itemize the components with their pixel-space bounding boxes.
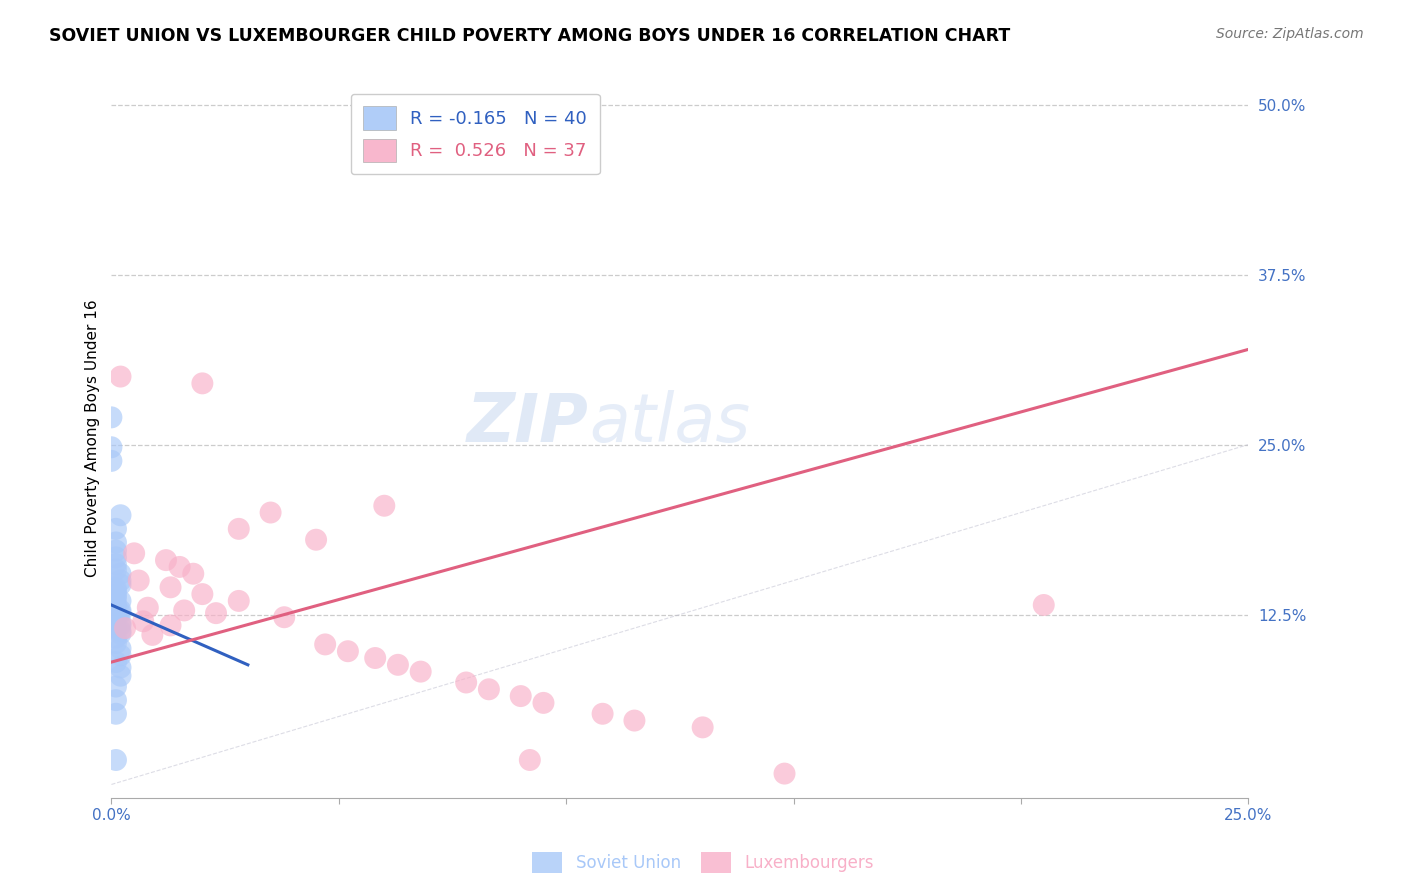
Point — [409, 665, 432, 679]
Text: Source: ZipAtlas.com: Source: ZipAtlas.com — [1216, 27, 1364, 41]
Point — [141, 628, 163, 642]
Point — [478, 682, 501, 697]
Point — [110, 660, 132, 674]
Point — [104, 693, 127, 707]
Point — [104, 535, 127, 549]
Point — [110, 606, 132, 620]
Point — [104, 550, 127, 565]
Point — [114, 621, 136, 635]
Point — [205, 606, 228, 620]
Point — [181, 566, 204, 581]
Point — [110, 641, 132, 656]
Text: SOVIET UNION VS LUXEMBOURGER CHILD POVERTY AMONG BOYS UNDER 16 CORRELATION CHART: SOVIET UNION VS LUXEMBOURGER CHILD POVER… — [49, 27, 1011, 45]
Point — [169, 560, 191, 574]
Point — [110, 669, 132, 683]
Point — [159, 580, 181, 594]
Point — [592, 706, 614, 721]
Point — [100, 410, 122, 425]
Point — [159, 618, 181, 632]
Point — [387, 657, 409, 672]
Point — [364, 651, 387, 665]
Y-axis label: Child Poverty Among Boys Under 16: Child Poverty Among Boys Under 16 — [86, 299, 100, 576]
Point — [519, 753, 541, 767]
Point — [104, 597, 127, 611]
Legend: Soviet Union, Luxembourgers: Soviet Union, Luxembourgers — [526, 846, 880, 880]
Point — [1032, 598, 1054, 612]
Point — [104, 655, 127, 669]
Point — [692, 720, 714, 734]
Point — [110, 369, 132, 384]
Point — [128, 574, 150, 588]
Point — [314, 637, 336, 651]
Point — [336, 644, 359, 658]
Point — [110, 508, 132, 523]
Point — [104, 558, 127, 572]
Text: atlas: atlas — [589, 391, 749, 457]
Legend: R = -0.165   N = 40, R =  0.526   N = 37: R = -0.165 N = 40, R = 0.526 N = 37 — [350, 94, 600, 174]
Point — [122, 546, 145, 560]
Text: ZIP: ZIP — [467, 391, 589, 457]
Point — [110, 577, 132, 591]
Point — [173, 603, 195, 617]
Point — [228, 522, 250, 536]
Point — [623, 714, 645, 728]
Point — [155, 553, 177, 567]
Point — [191, 376, 214, 391]
Point — [104, 621, 127, 635]
Point — [132, 615, 155, 629]
Point — [100, 454, 122, 468]
Point — [104, 589, 127, 603]
Point — [110, 624, 132, 638]
Point — [305, 533, 328, 547]
Point — [259, 506, 281, 520]
Point — [104, 631, 127, 645]
Point — [104, 543, 127, 558]
Point — [104, 706, 127, 721]
Point — [110, 603, 132, 617]
Point — [110, 566, 132, 581]
Point — [104, 611, 127, 625]
Point — [110, 618, 132, 632]
Point — [533, 696, 555, 710]
Point — [273, 610, 295, 624]
Point — [110, 574, 132, 588]
Point — [373, 499, 395, 513]
Point — [110, 594, 132, 608]
Point — [104, 608, 127, 623]
Point — [110, 615, 132, 630]
Point — [228, 594, 250, 608]
Point — [104, 522, 127, 536]
Point — [104, 582, 127, 596]
Point — [104, 584, 127, 599]
Point — [104, 600, 127, 615]
Point — [509, 689, 531, 703]
Point — [136, 600, 159, 615]
Point — [104, 563, 127, 577]
Point — [104, 753, 127, 767]
Point — [773, 766, 796, 780]
Point — [110, 626, 132, 640]
Point — [456, 675, 478, 690]
Point — [104, 636, 127, 650]
Point — [191, 587, 214, 601]
Point — [104, 591, 127, 606]
Point — [100, 440, 122, 454]
Point — [104, 680, 127, 694]
Point — [110, 648, 132, 663]
